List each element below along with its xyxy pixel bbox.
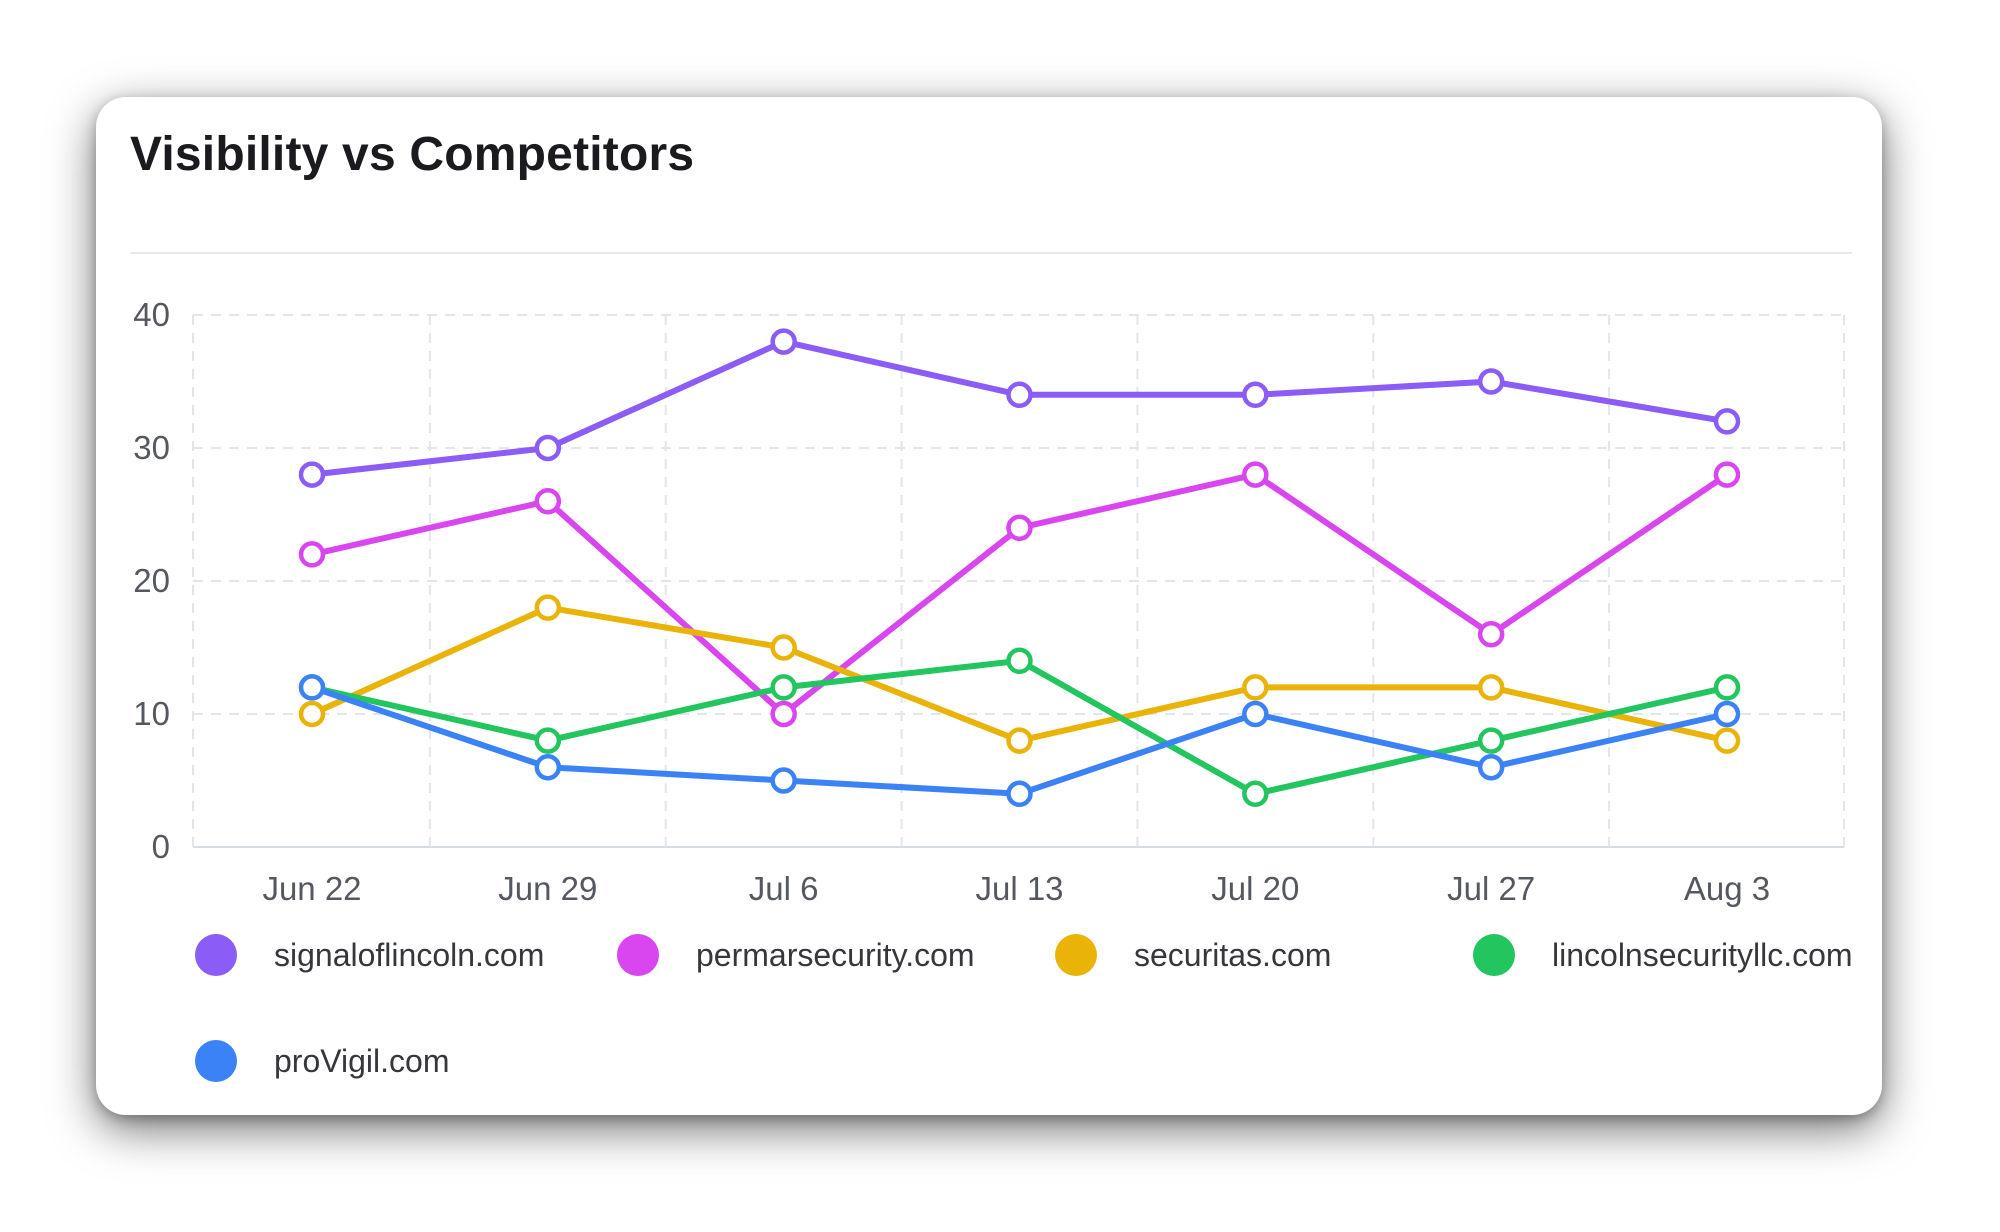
y-tick-label: 30 [133,429,170,466]
legend-item[interactable]: permarsecurity.com [617,934,975,976]
data-point[interactable] [1477,368,1505,395]
y-tick-label: 10 [133,695,170,732]
axis-layer: 0 10 20 30 40 Jun 22 Jun 29 Jul 6 Jul 13 Jul 20 Ju… [133,296,1770,907]
data-point[interactable] [298,674,326,701]
y-tick-label: 20 [133,562,170,599]
legend-swatch [195,1040,237,1082]
series-line [309,657,1730,797]
legend-swatch [1473,934,1515,976]
title-divider [130,252,1852,254]
x-tick-label: Jul 20 [1211,870,1299,907]
data-point[interactable] [770,700,797,728]
legend: signaloflincoln.com permarsecurity.com sec… [195,934,1853,1082]
x-tick-label: Jun 29 [498,870,597,907]
x-tick-label: Jul 13 [975,870,1063,907]
y-tick-label: 40 [133,296,170,333]
data-point[interactable] [1713,727,1741,754]
data-point[interactable] [534,434,562,462]
data-point[interactable] [534,753,562,781]
legend-item[interactable]: signaloflincoln.com [195,934,544,976]
chart-title: Visibility vs Competitors [130,128,695,181]
legend-label: signaloflincoln.com [274,937,544,973]
x-tick-label: Jul 6 [749,870,819,907]
data-point[interactable] [298,461,326,488]
data-point[interactable] [1477,753,1505,781]
data-point[interactable] [1713,674,1741,701]
series-permarsecurity-com [298,461,1741,728]
data-point[interactable] [1006,381,1033,409]
data-point[interactable] [1242,674,1269,701]
data-point[interactable] [1713,461,1741,488]
data-point[interactable] [298,700,326,728]
legend-label: securitas.com [1134,937,1331,973]
series-line [309,338,1730,478]
data-point[interactable] [298,541,326,568]
series-securitas-com [298,594,1741,754]
data-point[interactable] [1006,727,1033,754]
data-point[interactable] [1242,780,1269,808]
data-point[interactable] [1242,700,1269,728]
data-point[interactable] [1242,381,1269,409]
data-point[interactable] [534,487,562,515]
data-point[interactable] [1006,514,1033,542]
data-point[interactable] [1477,727,1505,754]
series-line [309,471,1730,717]
data-point[interactable] [1477,674,1505,701]
legend-swatch [1055,934,1097,976]
data-point[interactable] [770,634,797,661]
line-chart: 0 10 20 30 40 Jun 22 Jun 29 Jul 6 Jul 13 Jul 20 Ju… [133,296,1853,1082]
data-point[interactable] [1713,408,1741,435]
legend-item[interactable]: lincolnsecurityllc.com [1473,934,1853,976]
series-layer [298,328,1741,808]
series-provigil-com [298,674,1741,808]
data-point[interactable] [534,594,562,621]
y-tick-label: 0 [152,828,170,865]
legend-label: permarsecurity.com [696,937,975,973]
data-point[interactable] [1006,780,1033,808]
legend-swatch [195,934,237,976]
x-tick-label: Jun 22 [262,870,361,907]
data-point[interactable] [1713,700,1741,728]
data-point[interactable] [1477,620,1505,648]
legend-swatch [617,934,659,976]
data-point[interactable] [770,767,797,794]
data-point[interactable] [1006,647,1033,675]
x-tick-label: Aug 3 [1684,870,1770,907]
series-line [309,604,1730,744]
legend-label: lincolnsecurityllc.com [1552,937,1853,973]
legend-item[interactable]: proVigil.com [195,1040,449,1082]
chart-card: Visibility vs Competitors 0 10 20 30 40 Jun 2… [96,97,1882,1115]
data-point[interactable] [534,727,562,754]
legend-item[interactable]: securitas.com [1055,934,1331,976]
data-point[interactable] [770,674,797,701]
data-point[interactable] [770,328,797,355]
x-tick-label: Jul 27 [1447,870,1535,907]
series-signaloflincoln-com [298,328,1741,488]
legend-label: proVigil.com [274,1043,449,1079]
data-point[interactable] [1242,461,1269,488]
